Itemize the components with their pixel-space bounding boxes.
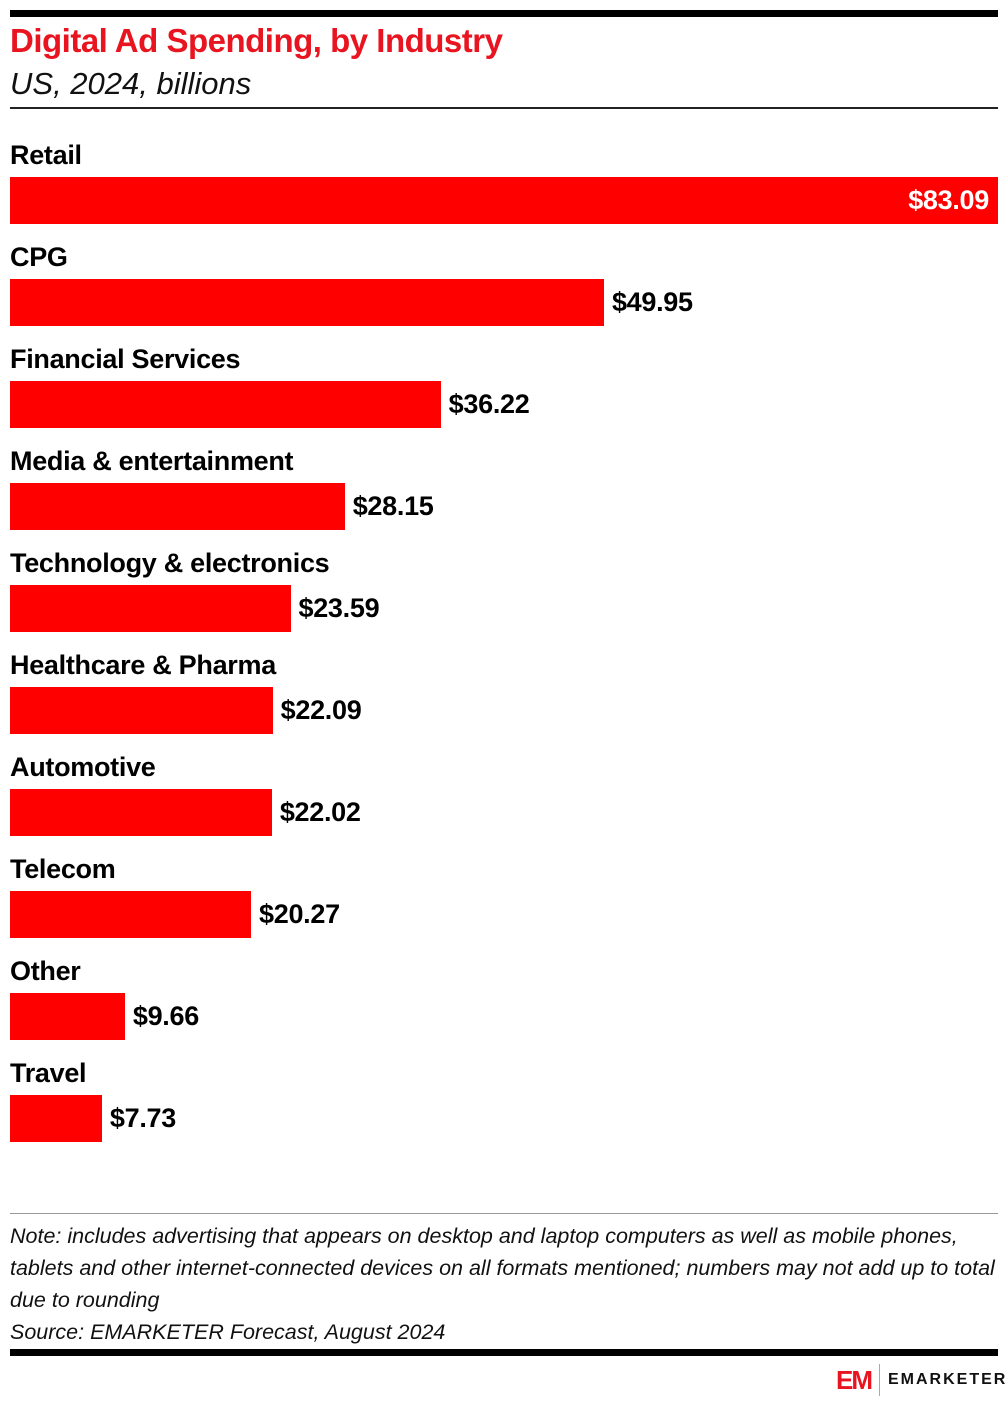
chart-title: Digital Ad Spending, by Industry bbox=[10, 22, 503, 59]
emarketer-logo: EM EMARKETER bbox=[836, 1364, 1007, 1396]
bar bbox=[10, 1095, 102, 1142]
category-label: Telecom bbox=[10, 854, 116, 884]
data-label: $83.09 bbox=[908, 185, 989, 215]
category-label: Media & entertainment bbox=[10, 446, 294, 476]
data-label: $22.09 bbox=[280, 695, 362, 725]
bottom-rule bbox=[10, 1349, 998, 1356]
bar bbox=[10, 381, 441, 428]
bar bbox=[10, 687, 273, 734]
category-label: Healthcare & Pharma bbox=[10, 650, 276, 680]
logo-divider bbox=[879, 1364, 880, 1396]
header-rule bbox=[10, 107, 998, 109]
bar-chart: Retail $83.09 CPG $49.95 Financial Services $… bbox=[10, 140, 998, 1142]
bar bbox=[10, 279, 604, 326]
category-label: CPG bbox=[10, 242, 68, 272]
category-label: Financial Services bbox=[10, 344, 241, 374]
category-label: Travel bbox=[10, 1058, 87, 1088]
bar bbox=[10, 891, 252, 938]
bar bbox=[10, 993, 125, 1040]
data-label: $20.27 bbox=[259, 899, 340, 929]
category-label: Retail bbox=[10, 140, 82, 170]
note-rule bbox=[10, 1213, 998, 1214]
data-label: $28.15 bbox=[352, 491, 434, 521]
top-rule bbox=[10, 10, 998, 17]
category-label: Other bbox=[10, 956, 81, 986]
data-label: $49.95 bbox=[611, 287, 693, 317]
data-label: $9.66 bbox=[132, 1001, 199, 1031]
chart-subtitle: US, 2024, billions bbox=[10, 66, 252, 101]
bar bbox=[10, 177, 998, 224]
category-label: Automotive bbox=[10, 752, 156, 782]
bar bbox=[10, 483, 345, 530]
footnote: Note: includes advertising that appears … bbox=[10, 1220, 1000, 1348]
data-label: $22.02 bbox=[279, 797, 361, 827]
data-label: $36.22 bbox=[448, 389, 530, 419]
note-text: Note: includes advertising that appears … bbox=[10, 1224, 995, 1312]
data-label: $23.59 bbox=[298, 593, 380, 623]
category-label: Technology & electronics bbox=[10, 548, 330, 578]
bar bbox=[10, 789, 272, 836]
em-logo-mark: EM bbox=[836, 1364, 873, 1395]
source-text: Source: EMARKETER Forecast, August 2024 bbox=[10, 1320, 446, 1344]
bar bbox=[10, 585, 291, 632]
data-label: $7.73 bbox=[109, 1103, 176, 1133]
logo-wordmark: EMARKETER bbox=[888, 1371, 1008, 1388]
